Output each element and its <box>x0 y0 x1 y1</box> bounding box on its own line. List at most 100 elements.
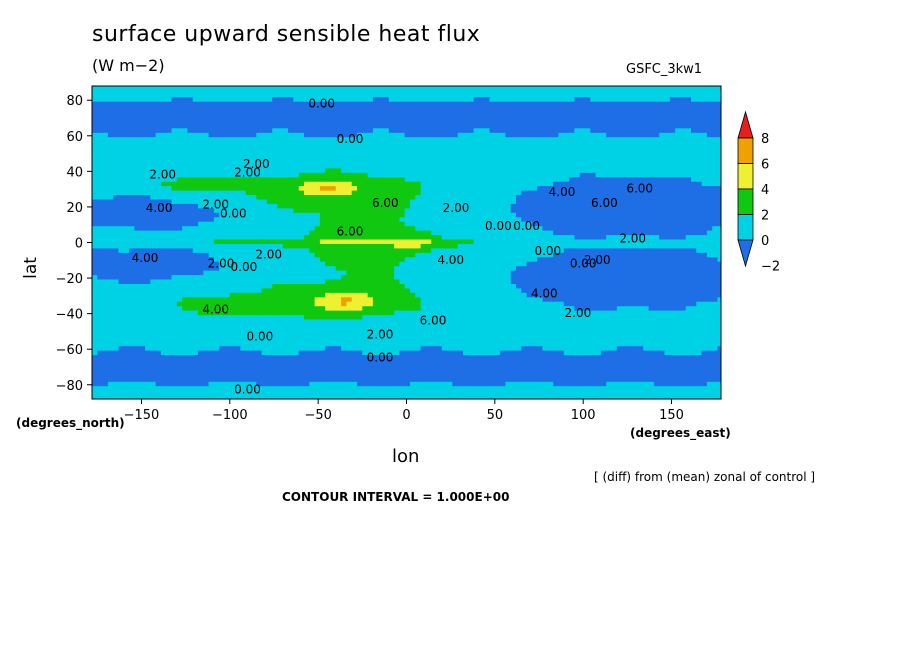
field-cell <box>542 216 549 222</box>
field-cell <box>277 256 284 262</box>
field-cell <box>150 341 157 347</box>
field-cell <box>335 296 342 302</box>
field-cell <box>473 341 480 347</box>
field-cell <box>198 345 204 351</box>
field-cell <box>463 216 469 222</box>
field-cell <box>622 367 628 373</box>
field-cell <box>712 265 719 271</box>
field-cell <box>277 354 284 360</box>
field-cell <box>696 265 703 271</box>
field-cell <box>129 238 135 244</box>
field-cell <box>489 319 496 324</box>
field-cell <box>595 336 602 342</box>
field-cell <box>224 252 231 258</box>
field-cell <box>160 247 167 253</box>
field-cell <box>383 354 390 360</box>
field-cell <box>696 301 703 307</box>
field-cell <box>611 212 618 218</box>
field-cell <box>680 367 687 373</box>
field-cell <box>478 292 485 298</box>
field-cell <box>468 350 475 356</box>
field-cell <box>489 252 496 258</box>
field-cell <box>319 376 326 382</box>
field-cell <box>314 350 321 356</box>
field-cell <box>526 350 533 356</box>
field-cell <box>404 314 411 320</box>
field-cell <box>457 221 464 227</box>
field-cell <box>208 359 215 364</box>
field-cell <box>399 274 406 280</box>
field-cell <box>139 359 146 364</box>
field-cell <box>208 265 215 271</box>
field-cell <box>383 261 390 267</box>
field-cell <box>685 234 692 240</box>
field-cell <box>203 385 210 391</box>
field-cell <box>675 336 681 342</box>
field-cell <box>123 385 130 391</box>
field-cell <box>182 221 188 227</box>
field-cell <box>510 314 517 320</box>
field-cell <box>463 381 469 387</box>
field-cell <box>155 265 162 271</box>
field-cell <box>187 247 194 253</box>
field-cell <box>638 247 644 253</box>
field-cell <box>219 292 226 298</box>
field-cell <box>335 310 342 316</box>
field-cell <box>309 310 316 316</box>
field-cell <box>452 287 459 293</box>
field-cell <box>415 385 422 391</box>
field-cell <box>198 279 204 284</box>
field-cell <box>213 270 220 276</box>
field-cell <box>447 390 453 396</box>
field-cell <box>510 385 517 391</box>
field-cell <box>468 283 475 289</box>
field-cell <box>468 345 475 351</box>
field-cell <box>441 350 448 356</box>
field-cell <box>171 265 178 271</box>
field-cell <box>129 372 135 378</box>
field-cell <box>494 359 501 364</box>
field-cell <box>669 336 676 342</box>
field-cell <box>638 256 644 262</box>
field-cell <box>314 252 321 258</box>
field-cell <box>198 274 204 280</box>
field-cell <box>266 234 273 240</box>
field-cell <box>712 359 719 364</box>
field-cell <box>579 372 586 378</box>
field-cell <box>155 327 162 333</box>
field-cell <box>272 256 279 262</box>
field-cell <box>463 363 469 369</box>
field-cell <box>537 310 544 316</box>
field-cell <box>505 279 512 284</box>
field-cell <box>314 341 321 347</box>
field-cell <box>399 376 406 382</box>
field-cell <box>585 385 591 391</box>
field-cell <box>134 243 141 249</box>
field-cell <box>288 332 294 338</box>
field-cell <box>675 230 681 236</box>
field-cell <box>489 212 496 218</box>
field-cell <box>627 265 634 271</box>
field-cell <box>129 247 135 253</box>
field-cell <box>579 327 586 333</box>
field-cell <box>351 350 358 356</box>
field-cell <box>166 310 173 316</box>
field-cell <box>330 323 337 329</box>
field-cell <box>118 327 125 333</box>
field-cell <box>553 230 559 236</box>
field-cell <box>595 359 602 364</box>
field-cell <box>494 394 501 399</box>
field-cell <box>638 261 644 267</box>
field-cell <box>192 230 199 236</box>
field-cell <box>266 327 273 333</box>
field-cell <box>145 310 151 316</box>
field-cell <box>319 296 326 302</box>
field-cell <box>288 283 294 289</box>
field-cell <box>261 376 268 382</box>
field-cell <box>526 238 533 244</box>
field-cell <box>521 252 528 258</box>
field-cell <box>563 261 570 267</box>
field-cell <box>261 292 268 298</box>
field-cell <box>664 359 671 364</box>
